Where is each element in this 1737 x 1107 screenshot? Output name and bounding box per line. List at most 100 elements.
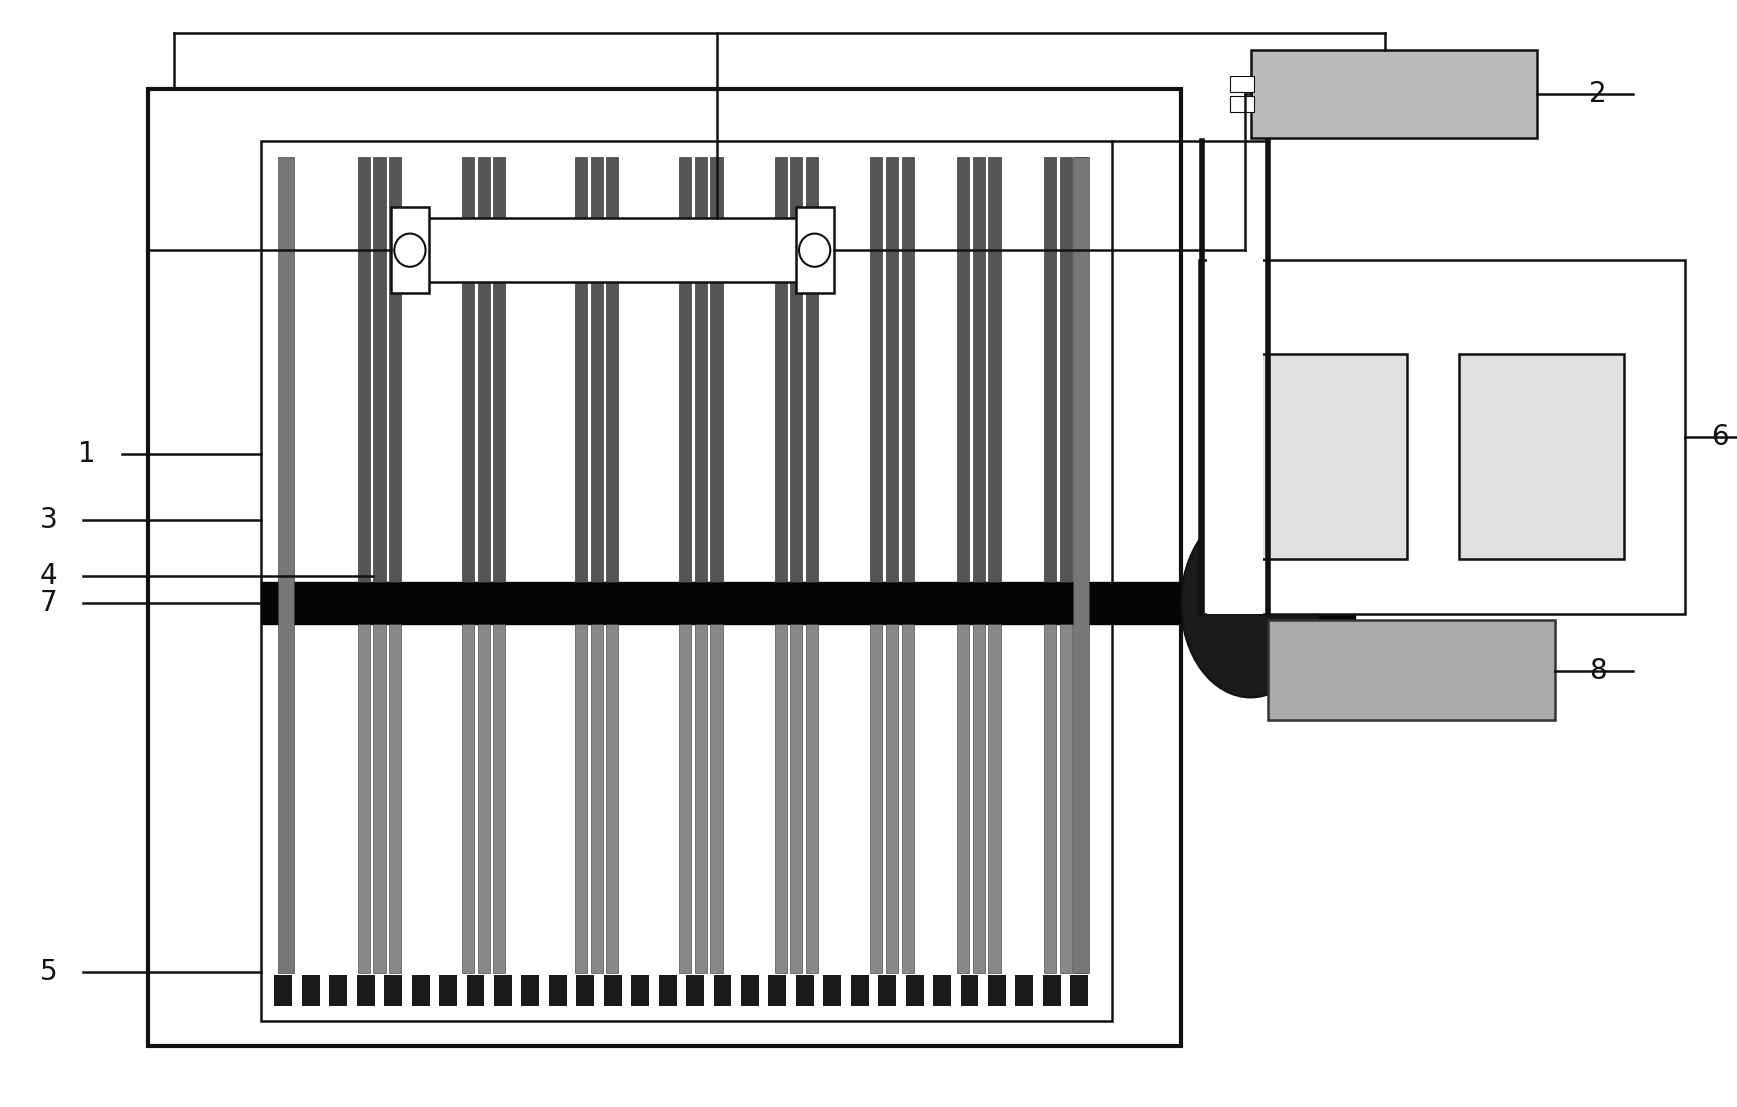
- Bar: [575, 624, 587, 973]
- Bar: [302, 975, 320, 1006]
- Bar: [695, 157, 707, 582]
- Bar: [768, 975, 787, 1006]
- Bar: [467, 975, 485, 1006]
- Bar: [274, 975, 292, 1006]
- Bar: [988, 975, 1006, 1006]
- Bar: [1044, 157, 1056, 582]
- Bar: [549, 975, 566, 1006]
- Bar: [870, 157, 882, 582]
- Bar: [591, 157, 603, 582]
- Bar: [1242, 354, 1407, 559]
- Bar: [710, 624, 723, 973]
- Bar: [1230, 96, 1254, 112]
- Bar: [679, 624, 691, 973]
- Bar: [493, 624, 505, 973]
- Bar: [988, 157, 1001, 582]
- Bar: [886, 157, 898, 582]
- Bar: [261, 582, 1355, 624]
- Bar: [1042, 975, 1061, 1006]
- Bar: [148, 89, 1181, 1046]
- Text: 5: 5: [40, 958, 57, 986]
- Bar: [412, 975, 429, 1006]
- Bar: [493, 157, 505, 582]
- Bar: [439, 975, 457, 1006]
- Text: 1: 1: [78, 439, 96, 468]
- Bar: [679, 157, 691, 582]
- Bar: [775, 157, 787, 582]
- Text: 2: 2: [1589, 80, 1607, 108]
- Bar: [391, 207, 429, 293]
- Bar: [606, 157, 618, 582]
- Bar: [961, 975, 978, 1006]
- Bar: [902, 157, 914, 582]
- Bar: [1060, 157, 1072, 582]
- Bar: [933, 975, 950, 1006]
- Bar: [658, 975, 676, 1006]
- Bar: [714, 975, 731, 1006]
- Bar: [742, 975, 759, 1006]
- Text: 6: 6: [1711, 423, 1728, 452]
- Text: 8: 8: [1589, 656, 1607, 685]
- Bar: [1060, 624, 1072, 973]
- Ellipse shape: [799, 234, 830, 267]
- Bar: [478, 624, 490, 973]
- Bar: [851, 975, 868, 1006]
- Ellipse shape: [394, 234, 426, 267]
- Bar: [1075, 157, 1087, 582]
- Bar: [631, 975, 650, 1006]
- Bar: [389, 624, 401, 973]
- Bar: [1070, 975, 1087, 1006]
- Bar: [973, 157, 985, 582]
- Ellipse shape: [1181, 509, 1320, 697]
- Bar: [577, 975, 594, 1006]
- Bar: [686, 975, 703, 1006]
- Bar: [478, 157, 490, 582]
- Bar: [902, 624, 914, 973]
- Bar: [1268, 620, 1555, 720]
- Bar: [373, 624, 386, 973]
- Bar: [957, 157, 969, 582]
- Bar: [521, 975, 538, 1006]
- Bar: [988, 624, 1001, 973]
- Bar: [1075, 624, 1087, 973]
- Bar: [905, 975, 924, 1006]
- Bar: [493, 975, 512, 1006]
- Bar: [790, 624, 802, 973]
- Bar: [389, 157, 401, 582]
- Bar: [373, 157, 386, 582]
- Bar: [1044, 624, 1056, 973]
- Text: 7: 7: [40, 589, 57, 618]
- Bar: [695, 624, 707, 973]
- Bar: [1251, 50, 1537, 138]
- Bar: [591, 624, 603, 973]
- Bar: [1016, 975, 1034, 1006]
- Bar: [604, 975, 622, 1006]
- Bar: [384, 975, 401, 1006]
- Bar: [806, 624, 818, 973]
- Bar: [796, 975, 813, 1006]
- Bar: [1459, 354, 1624, 559]
- Bar: [806, 157, 818, 582]
- Bar: [1230, 76, 1254, 92]
- Bar: [358, 157, 370, 582]
- Bar: [1207, 141, 1263, 614]
- Bar: [261, 141, 1112, 1021]
- Bar: [957, 624, 969, 973]
- Bar: [462, 624, 474, 973]
- Bar: [1073, 157, 1089, 973]
- Bar: [1199, 260, 1685, 614]
- Bar: [356, 975, 375, 1006]
- Bar: [606, 624, 618, 973]
- Bar: [358, 624, 370, 973]
- Bar: [973, 624, 985, 973]
- Bar: [870, 624, 882, 973]
- Bar: [823, 975, 841, 1006]
- Text: 4: 4: [40, 561, 57, 590]
- Bar: [278, 157, 294, 973]
- Bar: [710, 157, 723, 582]
- Bar: [462, 157, 474, 582]
- Bar: [879, 975, 896, 1006]
- Bar: [775, 624, 787, 973]
- Bar: [796, 207, 834, 293]
- Text: 3: 3: [40, 506, 57, 535]
